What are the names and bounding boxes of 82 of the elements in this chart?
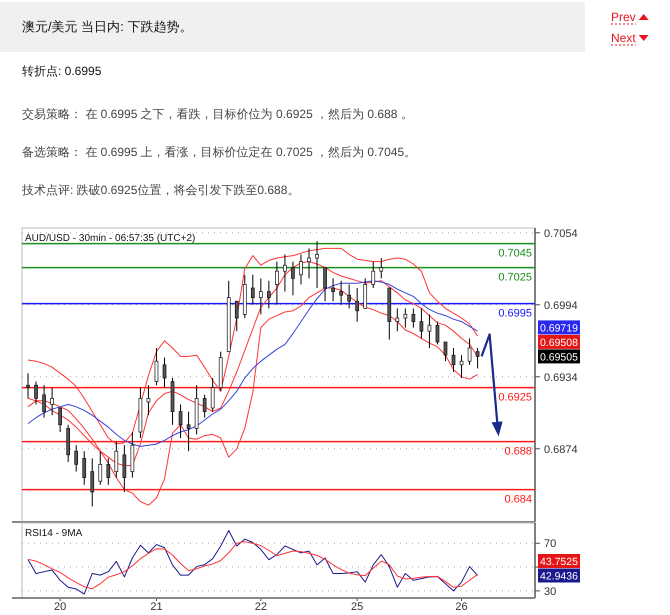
candlestick <box>355 288 360 322</box>
candlestick <box>331 278 335 302</box>
line-series <box>28 530 478 595</box>
candlestick <box>444 342 448 362</box>
candlestick <box>339 280 343 306</box>
candlestick <box>146 384 150 416</box>
y-tick-label: 0.6874 <box>544 444 578 456</box>
candlestick <box>178 404 182 438</box>
text: Next <box>611 31 636 45</box>
candlestick <box>299 254 303 285</box>
text: 0.69505 <box>540 351 578 364</box>
candlestick <box>122 444 126 492</box>
candlestick <box>436 321 440 345</box>
candlestick <box>468 338 472 366</box>
text: 0.69719 <box>540 322 578 334</box>
candlestick <box>34 381 38 405</box>
candlestick <box>371 261 376 288</box>
text: 技术点评: 跌破0.6925位置，将会引发下跌至0.688。 <box>21 183 300 197</box>
candlestick <box>162 357 166 388</box>
text: RSI14 - 9MA <box>25 528 83 539</box>
candlestick <box>283 254 287 292</box>
text: 澳元/美元 当日内: 下跌趋势。 <box>22 19 192 34</box>
candlestick <box>186 411 190 452</box>
text: 43.7525 <box>540 556 578 568</box>
text: 交易策略： 在 0.6995 之下，看跌，目标价位为 0.6925 ，然后为 0.688 。 <box>22 107 413 121</box>
candlestick <box>42 384 46 418</box>
candlestick <box>275 261 279 306</box>
candlestick <box>50 387 54 416</box>
text: 转折点: 0.6995 <box>22 64 102 78</box>
x-tick-label: 26 <box>455 601 468 613</box>
candlestick <box>403 308 408 328</box>
text: AUD/USD - 30min - 06:57:35 (UTC+2) <box>25 233 196 244</box>
x-tick-label: 21 <box>150 601 163 613</box>
candlestick <box>412 308 416 328</box>
candlestick <box>323 267 327 302</box>
y-tick-label: 0.6934 <box>544 372 578 384</box>
candlestick <box>106 458 110 486</box>
candlestick <box>202 394 206 418</box>
y-tick-label: 70 <box>544 538 556 550</box>
candlestick <box>258 278 263 315</box>
text: 42.9436 <box>540 570 578 582</box>
text: 0.69508 <box>540 336 578 349</box>
candlestick <box>452 348 456 372</box>
ref-line-label: 0.7025 <box>498 272 532 284</box>
candlestick <box>476 348 480 369</box>
text: Prev <box>611 10 636 24</box>
text: 备选策略： 在 0.6995 上，看涨，目标价位定在 0.7025 ，然后为 0.7045。 <box>22 145 416 159</box>
x-tick-label: 20 <box>54 601 66 613</box>
candlestick <box>363 278 368 309</box>
ref-line-label: 0.688 <box>504 446 532 458</box>
candlestick <box>74 444 78 472</box>
candlestick <box>234 300 239 332</box>
candlestick <box>428 314 432 348</box>
x-tick-label: 25 <box>351 601 364 613</box>
ref-line-label: 0.6995 <box>498 308 532 320</box>
candlestick <box>315 240 319 288</box>
candlestick <box>267 280 271 309</box>
line-series <box>28 248 478 444</box>
candlestick <box>307 248 311 279</box>
ref-line-label: 0.684 <box>504 494 532 506</box>
y-tick-label: 0.7054 <box>544 228 578 240</box>
ref-line-label: 0.7045 <box>498 248 532 260</box>
candlestick <box>291 261 295 296</box>
candlestick <box>250 274 255 306</box>
candlestick <box>90 458 94 507</box>
candlestick <box>395 308 400 332</box>
candlestick <box>379 258 384 279</box>
candlestick <box>82 450 86 486</box>
candlestick <box>420 308 424 339</box>
candlestick <box>26 372 30 399</box>
candlestick <box>210 378 215 412</box>
candlestick <box>98 450 102 486</box>
y-tick-label: 30 <box>544 586 556 598</box>
candlestick <box>460 354 464 378</box>
candlestick <box>58 408 62 432</box>
candlestick <box>114 441 118 478</box>
x-tick-label: 22 <box>254 601 267 613</box>
candlestick <box>154 348 158 386</box>
candlestick <box>347 284 351 309</box>
line-series <box>28 541 478 590</box>
ref-line-label: 0.6925 <box>498 392 532 404</box>
y-tick-label: 0.6994 <box>544 300 578 312</box>
